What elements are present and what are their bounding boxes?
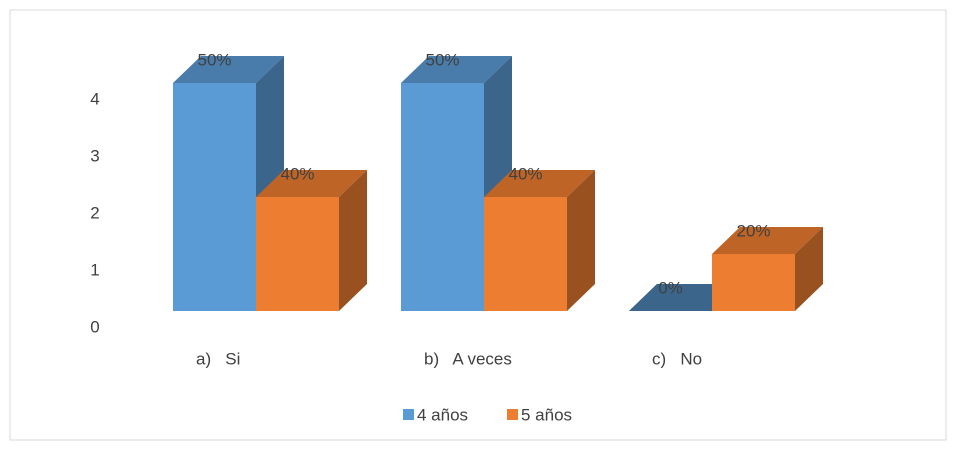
bar-front: [484, 197, 567, 311]
data-label: 0%: [658, 278, 683, 297]
legend-label: 5 años: [521, 405, 572, 424]
bar-top: [401, 56, 512, 83]
bar-front: [712, 254, 795, 311]
y-tick-label: 0: [90, 317, 99, 336]
bar: [712, 227, 823, 311]
legend-swatch: [507, 409, 518, 420]
legend-swatch: [403, 409, 414, 420]
bar: [256, 170, 367, 311]
x-tick-label: a) Si: [196, 349, 240, 368]
x-tick-label: c) No: [652, 349, 702, 368]
data-label: 50%: [425, 50, 459, 69]
bar-front: [401, 83, 484, 311]
y-tick-label: 1: [90, 260, 99, 279]
bar-top: [256, 170, 367, 197]
data-label: 50%: [197, 50, 231, 69]
bar: [484, 170, 595, 311]
data-label: 40%: [280, 164, 314, 183]
bar-top: [484, 170, 595, 197]
bar-top: [173, 56, 284, 83]
bar-front: [256, 197, 339, 311]
data-label: 40%: [508, 164, 542, 183]
x-tick-label: b) A veces: [424, 349, 512, 368]
bar-side: [339, 170, 367, 311]
legend-label: 4 años: [417, 405, 468, 424]
y-tick-label: 2: [90, 203, 99, 222]
y-tick-label: 3: [90, 146, 99, 165]
data-label: 20%: [736, 221, 770, 240]
bar-side: [567, 170, 595, 311]
bar-top: [712, 227, 823, 254]
y-tick-label: 4: [90, 89, 99, 108]
bar-front: [173, 83, 256, 311]
bar-side: [795, 227, 823, 311]
